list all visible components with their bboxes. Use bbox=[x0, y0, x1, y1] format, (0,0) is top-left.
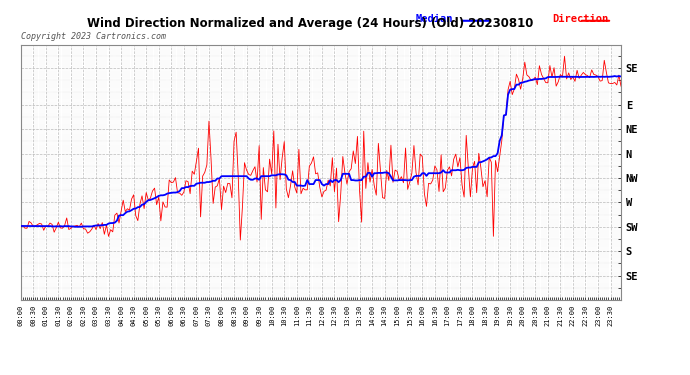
Text: Wind Direction Normalized and Average (24 Hours) (Old) 20230810: Wind Direction Normalized and Average (2… bbox=[88, 17, 533, 30]
Text: Copyright 2023 Cartronics.com: Copyright 2023 Cartronics.com bbox=[21, 32, 166, 41]
Text: Direction: Direction bbox=[553, 14, 609, 24]
Text: Median: Median bbox=[415, 14, 453, 24]
